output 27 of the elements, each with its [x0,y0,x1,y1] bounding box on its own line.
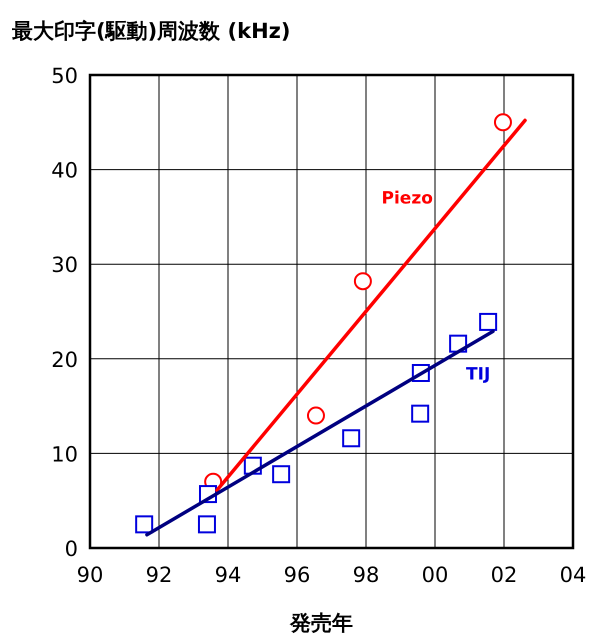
point [135,515,154,534]
x-tick-label: 04 [560,563,586,587]
point [272,465,290,484]
y-axis-title: 最大印字(駆動)周波数 (kHz) [11,19,290,43]
point [494,113,512,132]
y-tick-label: 20 [51,348,78,372]
point [306,406,325,425]
point [342,429,360,448]
y-tick-label: 50 [51,64,78,88]
text: Piezo [382,188,433,209]
y-tick-label: 40 [51,158,78,183]
x-tick-label: 92 [146,563,172,587]
point [198,515,216,534]
y-tick-label: 0 [64,537,78,561]
point [411,404,430,423]
x-tick-label: 00 [422,563,448,587]
y-tick-label: 10 [51,442,78,466]
point [354,272,372,290]
x-tick-label: 98 [352,563,380,587]
y-tick-label: 30 [51,253,78,278]
x-tick-label: 94 [214,563,242,587]
x-axis-title: 発売年 [289,611,353,635]
x-tick-label: 02 [490,563,518,587]
series-label: TIJ [466,364,490,385]
point [479,312,498,331]
x-tick-label: 90 [76,563,104,587]
x-tick-label: 96 [284,563,310,587]
